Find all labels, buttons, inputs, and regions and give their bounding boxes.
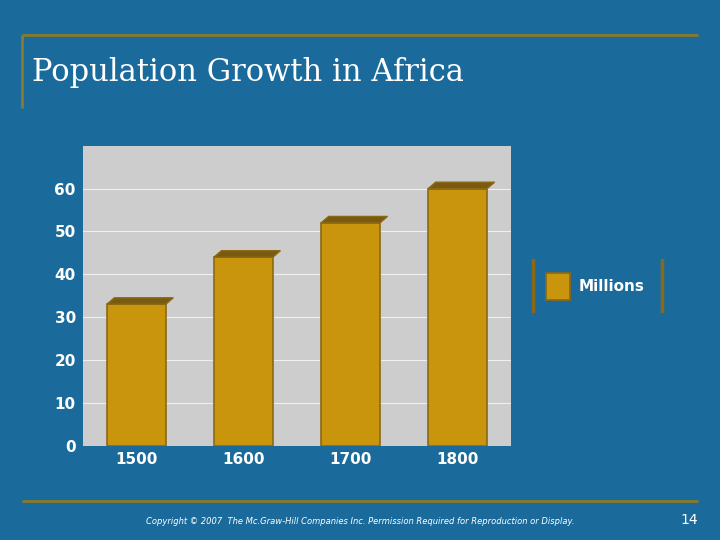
- Polygon shape: [214, 251, 280, 257]
- Bar: [214, 257, 273, 445]
- Bar: [321, 223, 380, 446]
- Bar: [546, 273, 570, 300]
- Text: Millions: Millions: [578, 279, 644, 294]
- Text: 14: 14: [681, 512, 698, 526]
- Polygon shape: [321, 217, 387, 223]
- Polygon shape: [428, 182, 495, 188]
- Polygon shape: [107, 298, 174, 304]
- Bar: [428, 188, 487, 445]
- Bar: [107, 304, 166, 446]
- Text: Copyright © 2007  The Mc.Graw-Hill Companies Inc. Permission Required for Reprod: Copyright © 2007 The Mc.Graw-Hill Compan…: [145, 517, 575, 526]
- Text: Population Growth in Africa: Population Growth in Africa: [32, 57, 464, 87]
